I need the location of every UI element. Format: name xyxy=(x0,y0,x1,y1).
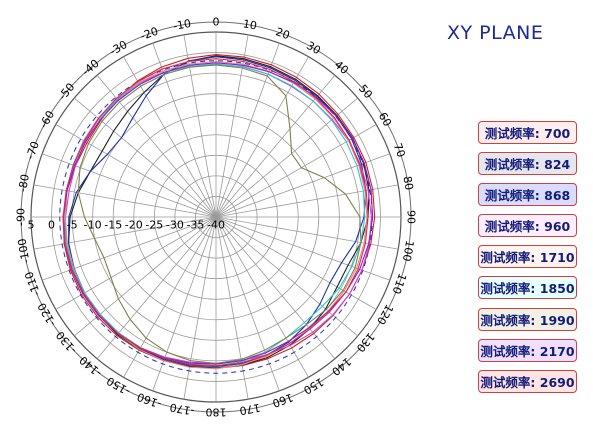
radial-tick-label: -35 xyxy=(186,219,204,232)
angle-tick-label: 40 xyxy=(332,58,351,77)
grid-spoke xyxy=(215,216,280,391)
legend-item: 测试频率: 2170 xyxy=(478,338,577,362)
angle-tick-label: 60 xyxy=(376,110,394,129)
polar-grid xyxy=(20,21,412,413)
legend-label: 测试频率: 1850 xyxy=(480,281,575,297)
angle-tick-label: 70 xyxy=(391,142,408,160)
radial-tick-label: 5 xyxy=(28,219,35,232)
angle-tick-label: -90 xyxy=(15,208,28,226)
angle-tick-label: 110 xyxy=(390,272,409,296)
series-line-2 xyxy=(68,56,367,368)
radial-tick-label: -5 xyxy=(67,219,78,232)
legend-label: 测试频率: 700 xyxy=(484,126,571,141)
legend-item: 测试频率: 700 xyxy=(478,121,577,144)
legend-label: 测试频率: 1990 xyxy=(480,312,575,328)
radial-tick-label: -25 xyxy=(145,219,163,232)
angle-tick-label: -70 xyxy=(24,140,42,161)
grid-spoke xyxy=(215,216,249,400)
angle-tick-label: 90 xyxy=(405,210,418,224)
angle-tick-label: -20 xyxy=(139,25,160,43)
angle-tick-label: 0 xyxy=(213,16,220,29)
series-line-8 xyxy=(62,58,369,367)
legend-item: 测试频率: 868 xyxy=(478,183,577,207)
angle-tick-label: 120 xyxy=(374,302,396,327)
legend-item: 测试频率: 824 xyxy=(478,152,577,176)
angle-tick-label: 10 xyxy=(242,17,258,32)
grid-spoke xyxy=(33,184,217,218)
series-line-6 xyxy=(77,64,362,364)
legend-item: 测试频率: 1710 xyxy=(478,245,577,269)
angle-tick-label: 160 xyxy=(271,391,295,410)
legend: 测试频率: 700 测试频率: 824 测试频率: 868 测试频率: 960 测试频率… xyxy=(478,121,579,401)
grid-spoke xyxy=(215,216,309,378)
radial-tick-label: -20 xyxy=(125,219,143,232)
legend-item: 测试频率: 1850 xyxy=(478,276,577,300)
radial-tick-label: -15 xyxy=(104,219,122,232)
legend-label: 测试频率: 2170 xyxy=(480,343,575,359)
angle-tick-label: 170 xyxy=(238,401,261,417)
grid-spoke xyxy=(152,216,217,391)
chart-title: XY PLANE xyxy=(447,22,544,44)
legend-item: 测试频率: 2690 xyxy=(478,369,577,393)
radial-tick-label: -10 xyxy=(84,219,102,232)
radial-tick-label: -40 xyxy=(207,219,225,232)
grid-spoke xyxy=(42,153,217,218)
legend-label: 测试频率: 960 xyxy=(484,219,571,235)
grid-spoke xyxy=(215,216,358,337)
angle-tick-label: 180 xyxy=(206,406,227,419)
grid-spoke xyxy=(215,216,336,359)
angle-tick-label: 20 xyxy=(274,25,292,42)
angle-tick-label: -80 xyxy=(16,173,32,193)
angle-tick-label: -100 xyxy=(15,237,32,264)
grid-spoke xyxy=(74,216,217,337)
legend-label: 测试频率: 868 xyxy=(484,188,571,204)
legend-label: 测试频率: 824 xyxy=(484,157,571,173)
angle-tick-label: 150 xyxy=(301,375,326,397)
legend-label: 测试频率: 1710 xyxy=(480,250,575,266)
angle-tick-label: 100 xyxy=(400,239,416,262)
outer-ring xyxy=(20,21,412,413)
angle-tick-label: -120 xyxy=(35,300,59,328)
angle-tick-label: -170 xyxy=(169,400,196,417)
grid-spoke xyxy=(55,124,217,218)
angle-tick-label: 50 xyxy=(356,82,375,101)
series-layer xyxy=(62,54,376,370)
radial-tick-label: -30 xyxy=(166,219,184,232)
grid-spoke xyxy=(183,216,217,400)
angle-tick-label: -150 xyxy=(104,374,132,398)
grid-spoke xyxy=(215,216,390,281)
angle-tick-label: 80 xyxy=(400,175,415,191)
polar-chart: 0 102030405060708090100110120130140150160… xyxy=(15,16,418,419)
series-line-7 xyxy=(62,62,374,365)
legend-item: 测试频率: 960 xyxy=(478,214,577,238)
grid-spoke xyxy=(215,216,399,250)
angle-tick-label: -130 xyxy=(54,329,80,356)
angle-tick-label: 30 xyxy=(304,39,323,57)
angle-tick-label: -10 xyxy=(172,17,192,33)
legend-item: 测试频率: 1990 xyxy=(478,307,577,331)
legend-label: 测试频率: 2690 xyxy=(480,374,575,390)
radial-tick-label: 0 xyxy=(48,219,55,232)
